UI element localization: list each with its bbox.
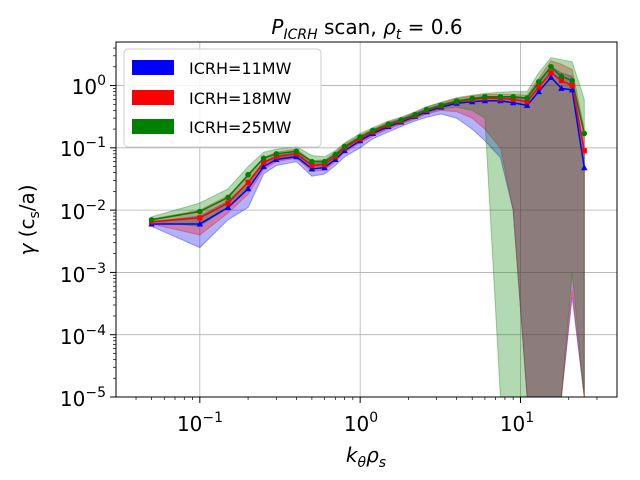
data-point-circle (535, 78, 542, 85)
chart-title: PICRH scan, ρt = 0.6 (271, 15, 462, 43)
data-point-square (245, 179, 251, 185)
axis-ticks (110, 47, 598, 403)
data-point-circle (581, 130, 588, 137)
y-axis-title: γ (cs/a) (15, 184, 43, 255)
x-tick-labels: 10−1 100 101 (177, 410, 534, 436)
data-point-circle (148, 216, 155, 223)
data-point-circle (225, 194, 231, 201)
plot-area (110, 41, 618, 403)
data-point-circle (548, 63, 554, 70)
y-tick-label: 10−3 (60, 261, 106, 287)
data-point-circle (482, 93, 488, 100)
y-tick-label: 10−4 (60, 323, 106, 349)
data-point-circle (332, 151, 339, 158)
data-point-circle (558, 73, 565, 80)
series-markers (148, 63, 588, 227)
legend-label-18mw: ICRH=18MW (189, 89, 292, 108)
y-tick-label: 100 (72, 73, 106, 99)
y-tick-label: 10−2 (60, 198, 106, 224)
data-point-circle (245, 171, 251, 178)
x-tick-label: 10−1 (177, 410, 223, 436)
data-point-triangle (196, 220, 204, 227)
data-point-square (261, 159, 267, 166)
data-point-triangle (568, 86, 576, 93)
data-point-triangle (547, 73, 555, 80)
data-point-square (558, 78, 565, 84)
data-point-circle (453, 98, 460, 105)
data-point-circle (423, 106, 430, 113)
legend-label-25mw: ICRH=25MW (189, 118, 292, 137)
data-point-triangle (308, 165, 316, 172)
data-point-circle (412, 111, 418, 118)
data-point-circle (293, 148, 300, 155)
legend-swatch-25mw (132, 119, 174, 134)
data-point-triangle (558, 84, 565, 91)
data-point-square (548, 70, 554, 76)
x-tick-label: 101 (500, 410, 534, 436)
data-point-circle (341, 143, 348, 150)
data-point-circle (273, 151, 280, 157)
data-point-circle (469, 95, 476, 102)
data-point-circle (524, 95, 530, 101)
data-point-square (321, 161, 328, 168)
data-point-triangle (523, 101, 531, 108)
y-tick-labels: 100 10−1 10−2 10−3 10−4 10−5 (60, 73, 106, 411)
y-tick-label: 10−5 (60, 385, 106, 411)
data-point-circle (385, 121, 392, 127)
legend-label-11mw: ICRH=11MW (189, 59, 292, 78)
data-point-square (225, 200, 231, 206)
data-point-triangle (260, 163, 267, 170)
data-point-circle (309, 158, 315, 165)
data-point-triangle (535, 88, 542, 95)
data-point-triangle (509, 99, 517, 106)
data-point-triangle (244, 185, 252, 192)
legend-swatch-18mw (132, 90, 174, 105)
data-point-square (524, 99, 530, 105)
data-point-triangle (321, 164, 328, 171)
data-point-triangle (224, 204, 232, 211)
data-point-circle (497, 93, 504, 100)
data-point-circle (357, 134, 363, 140)
x-axis-title: kθρs (346, 443, 386, 471)
data-point-circle (438, 102, 444, 109)
data-point-circle (197, 208, 203, 215)
data-point-square (273, 154, 279, 160)
x-tick-label: 100 (344, 410, 378, 436)
data-point-circle (569, 77, 575, 84)
data-point-circle (370, 127, 376, 134)
data-point-triangle (581, 164, 588, 171)
legend: ICRH=11MW ICRH=18MW ICRH=25MW (123, 48, 322, 148)
data-point-circle (398, 117, 404, 123)
data-point-square (569, 82, 575, 89)
data-point-circle (321, 158, 328, 165)
legend-swatch-11mw (132, 60, 174, 75)
data-point-square (581, 148, 587, 154)
data-point-square (197, 215, 203, 221)
data-point-square (309, 162, 315, 169)
data-point-circle (260, 155, 267, 162)
data-point-square (536, 84, 542, 90)
data-point-circle (510, 93, 516, 100)
y-tick-label: 10−1 (60, 135, 106, 161)
